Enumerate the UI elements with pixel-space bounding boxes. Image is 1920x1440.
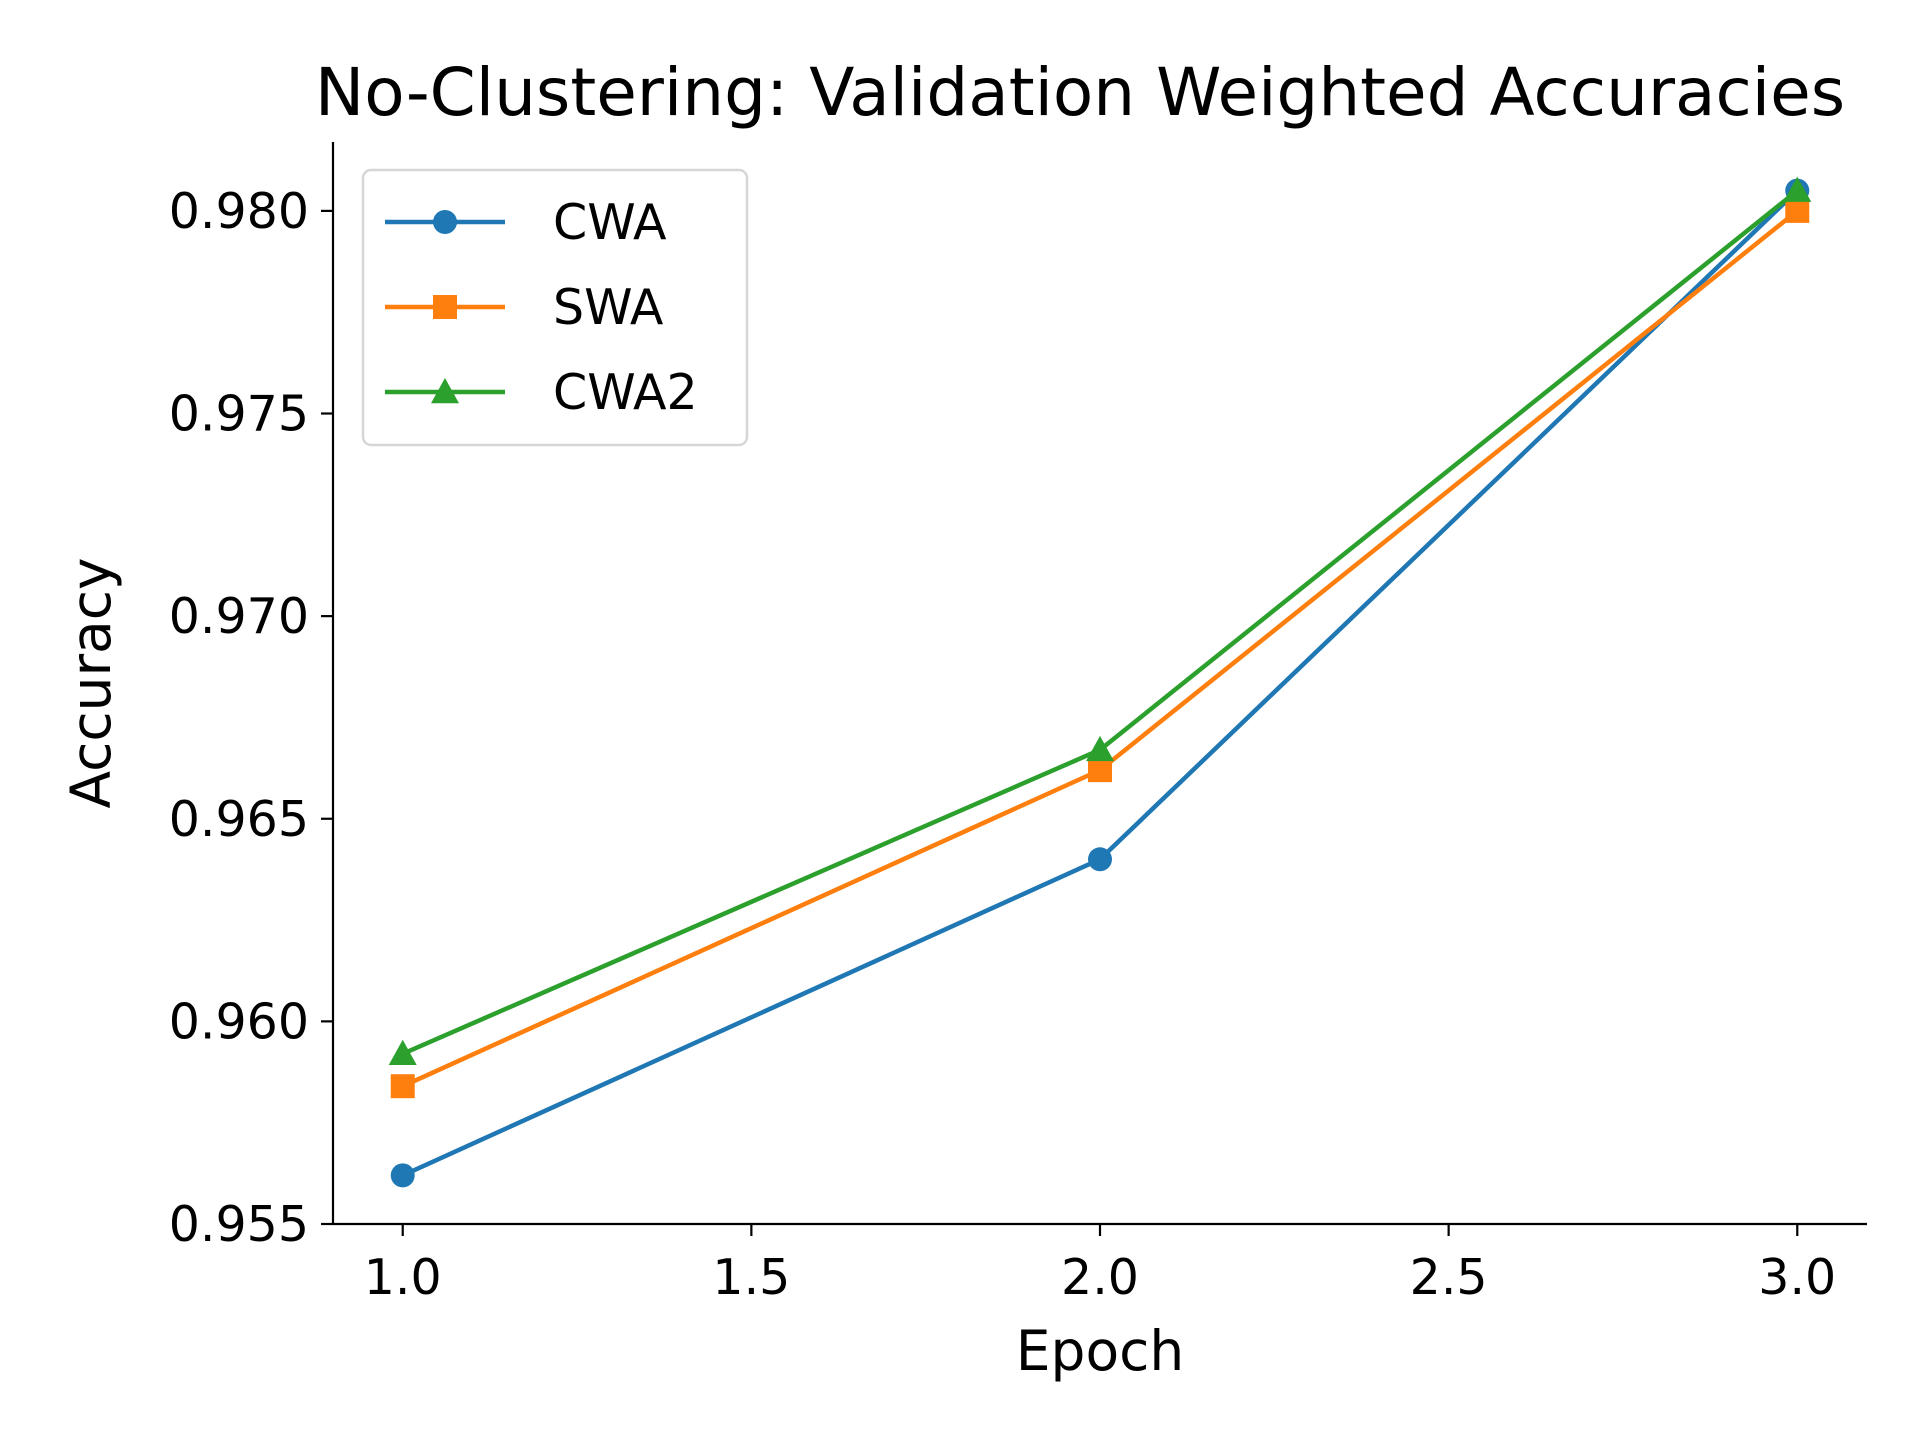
x-axis-label: Epoch [1016,1319,1184,1383]
y-ticks: 0.955 0.960 0.965 0.970 0.975 0.980 [169,183,333,1253]
data-point [1088,758,1112,783]
data-point [1086,735,1114,762]
data-point [388,1039,417,1065]
y-tick-label: 0.980 [169,183,309,240]
legend-label: CWA2 [553,364,698,421]
y-tick-label: 0.975 [169,386,309,443]
y-tick-label: 0.960 [169,993,309,1050]
x-tick-label: 2.5 [1410,1249,1488,1306]
data-point [1088,847,1112,872]
x-tick-label: 1.5 [712,1249,790,1306]
legend-item-swa: SWA [385,279,664,336]
series-cwa2 [388,176,1812,1065]
data-point [1783,176,1812,202]
legend-label: CWA [553,194,667,251]
legend: CWA SWA CWA2 [361,168,749,447]
legend-item-cwa2: CWA2 [385,364,698,421]
y-tick-label: 0.965 [169,791,309,848]
legend-marker [433,210,457,234]
legend-marker [431,378,459,404]
data-point [390,1074,415,1099]
series-layer [388,176,1812,1188]
plot-area: 1.0 1.5 2.0 2.5 3.0 0.955 0.960 0.965 0.970 0.97… [169,142,1867,1306]
legend-marker [433,295,457,319]
data-point [1785,198,1810,223]
y-tick-label: 0.970 [169,588,309,645]
chart-title: No-Clustering: Validation Weighted Accur… [315,54,1845,131]
x-ticks: 1.0 1.5 2.0 2.5 3.0 [364,1224,1836,1306]
legend-label: SWA [553,279,664,336]
series-swa [390,198,1810,1099]
y-axis-label: Accuracy [59,557,123,808]
y-tick-label: 0.955 [169,1196,309,1253]
legend-item-cwa: CWA [385,194,667,251]
data-point [390,1163,415,1188]
legend-frame [361,168,749,447]
x-tick-label: 2.0 [1061,1249,1139,1306]
x-tick-label: 1.0 [364,1249,442,1306]
x-tick-label: 3.0 [1758,1249,1836,1306]
